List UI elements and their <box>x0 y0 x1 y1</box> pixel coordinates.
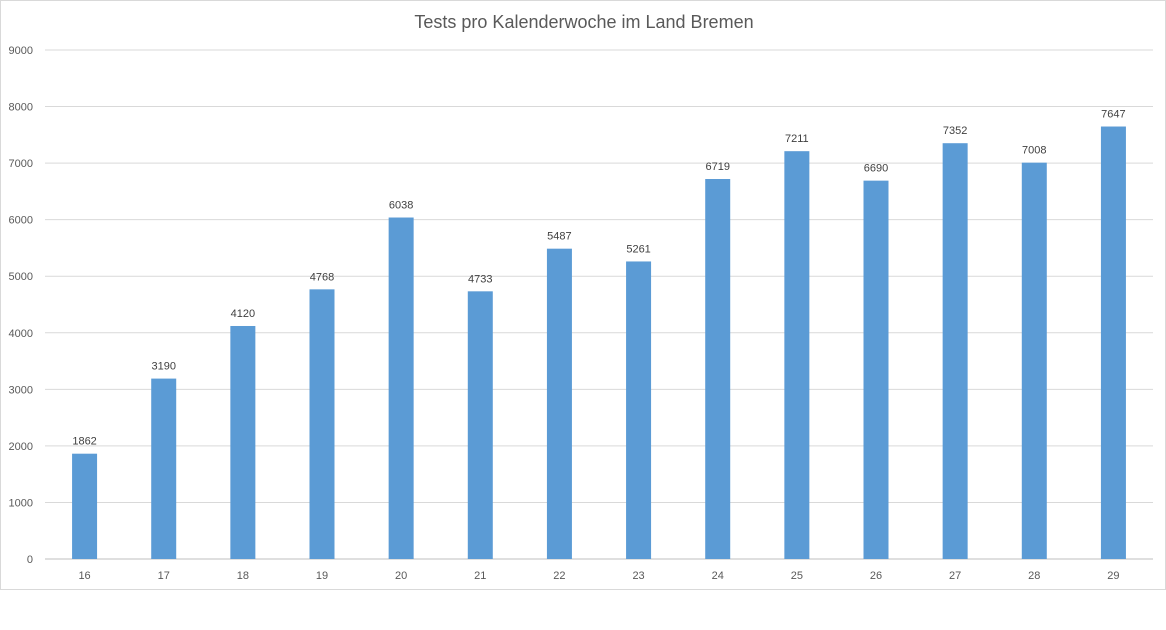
data-label: 4733 <box>468 273 492 285</box>
x-tick-label: 17 <box>158 570 170 582</box>
data-label: 7008 <box>1022 145 1046 157</box>
bar <box>705 179 731 559</box>
chart-frame: Tests pro Kalenderwoche im Land Bremen 0… <box>0 0 1166 590</box>
y-tick-label: 0 <box>27 554 33 566</box>
x-tick-label: 27 <box>949 570 961 582</box>
x-tick-label: 22 <box>553 570 565 582</box>
bar <box>72 453 98 559</box>
y-tick-label: 1000 <box>9 497 33 509</box>
y-tick-label: 4000 <box>9 328 33 340</box>
x-tick-label: 21 <box>474 570 486 582</box>
bars <box>72 126 1126 560</box>
x-tick-label: 16 <box>78 570 90 582</box>
data-label: 4768 <box>310 271 334 283</box>
x-tick-label: 25 <box>791 570 803 582</box>
x-tick-label: 26 <box>870 570 882 582</box>
y-axis-tick-labels: 0 1000 2000 3000 4000 5000 6000 7000 8000 9000 <box>9 45 33 566</box>
gridlines <box>45 49 1153 560</box>
bar <box>1100 126 1126 560</box>
data-label: 1862 <box>72 436 96 448</box>
y-tick-label: 7000 <box>9 158 33 170</box>
bar <box>626 261 652 559</box>
bar <box>309 289 335 559</box>
y-tick-label: 8000 <box>9 102 33 114</box>
y-tick-label: 6000 <box>9 215 33 227</box>
bar <box>784 151 810 559</box>
y-tick-label: 2000 <box>9 441 33 453</box>
x-tick-label: 19 <box>316 570 328 582</box>
data-label: 7647 <box>1101 109 1125 121</box>
x-axis-tick-labels: 16 17 18 19 20 21 22 23 24 25 26 27 28 29 <box>78 570 1119 582</box>
bar <box>863 180 889 560</box>
x-tick-label: 20 <box>395 570 407 582</box>
data-label: 7352 <box>943 125 967 137</box>
x-tick-label: 28 <box>1028 570 1040 582</box>
bar <box>467 291 493 559</box>
bar <box>1021 162 1047 559</box>
bar <box>230 325 256 559</box>
x-tick-label: 23 <box>632 570 644 582</box>
x-tick-label: 18 <box>237 570 249 582</box>
chart-title: Tests pro Kalenderwoche im Land Bremen <box>414 12 753 32</box>
data-label: 4120 <box>231 308 255 320</box>
bar <box>942 143 968 559</box>
bar-chart: Tests pro Kalenderwoche im Land Bremen 0… <box>9 12 1153 582</box>
x-tick-label: 24 <box>712 570 724 582</box>
data-label: 7211 <box>785 133 809 145</box>
data-label: 6719 <box>705 161 729 173</box>
bar <box>388 217 414 559</box>
data-labels: 1862 3190 4120 4768 6038 4733 5487 5261 6719 7211… <box>72 109 1125 448</box>
bar <box>151 378 177 559</box>
y-tick-label: 9000 <box>9 45 33 57</box>
data-label: 5261 <box>626 243 650 255</box>
data-label: 6690 <box>864 163 888 175</box>
data-label: 5487 <box>547 231 571 243</box>
y-tick-label: 3000 <box>9 384 33 396</box>
bar <box>546 248 572 559</box>
data-label: 3190 <box>151 361 175 373</box>
y-tick-label: 5000 <box>9 271 33 283</box>
x-tick-label: 29 <box>1107 570 1119 582</box>
data-label: 6038 <box>389 200 413 212</box>
